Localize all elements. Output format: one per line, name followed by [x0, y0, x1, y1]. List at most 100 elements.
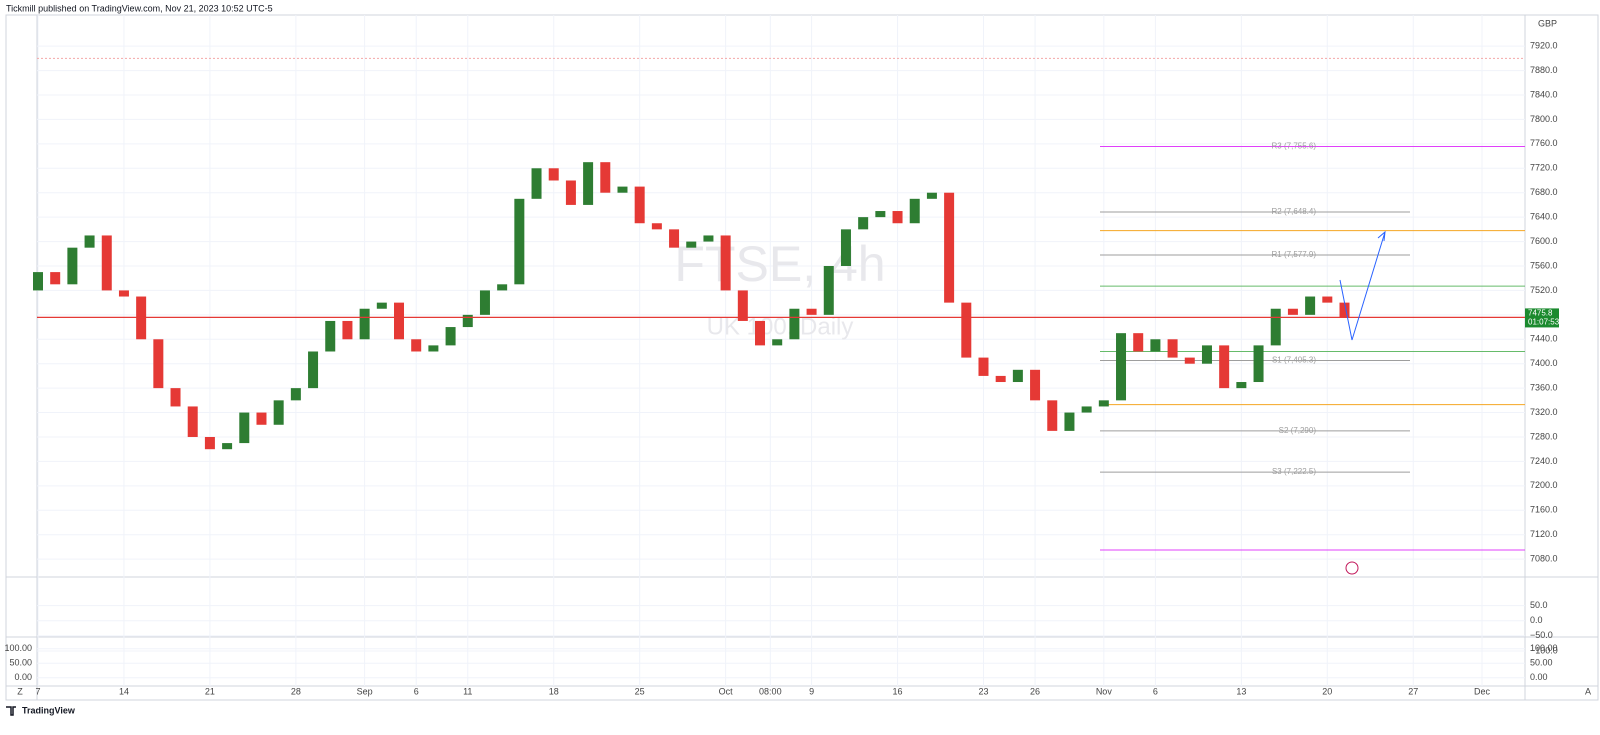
price-countdown: 01:07:53 [1528, 318, 1560, 327]
candle [651, 223, 662, 230]
candle [961, 302, 972, 358]
candle [1322, 296, 1333, 303]
pivot-label: R3 (7,755.6) [1272, 142, 1317, 151]
x-tick-label: 7 [35, 686, 40, 696]
candle [1081, 406, 1092, 413]
candle [428, 345, 439, 352]
pivot-label: S3 (7,222.5) [1272, 467, 1316, 476]
axes: GBP Z A 7 14 21 28 Sep 6 11 18 25 Oct 08:00 9 16 23 26… [4, 18, 1591, 696]
candle [394, 302, 405, 340]
candle [497, 284, 508, 291]
pivot-label: S1 (7,405.3) [1272, 356, 1316, 365]
x-tick-label: 14 [119, 686, 129, 696]
candle [308, 351, 319, 389]
candle [840, 229, 851, 266]
candle [1150, 339, 1161, 352]
y-tick-label: 7240.0 [1530, 456, 1558, 466]
candle [187, 406, 198, 437]
candle [1270, 308, 1281, 346]
candle [411, 339, 422, 352]
candle [101, 235, 112, 291]
candle [1253, 345, 1264, 383]
event-icon [1345, 561, 1359, 575]
candle [118, 290, 129, 297]
y-tick-label: 7720.0 [1530, 163, 1558, 173]
chart-frame [5, 14, 1599, 701]
candle [1201, 345, 1212, 364]
candle [669, 229, 680, 248]
y-tick-label: 7640.0 [1530, 212, 1558, 222]
candle [944, 192, 955, 303]
candle [1064, 412, 1075, 431]
y-tick-label: 0.00 [1530, 672, 1548, 682]
candle [703, 235, 714, 242]
x-tick-label: 25 [635, 686, 645, 696]
x-tick-label: Oct [719, 686, 734, 696]
x-tick-label: 08:00 [759, 686, 782, 696]
candle [720, 235, 731, 291]
x-tick-label: 26 [1030, 686, 1040, 696]
price-label: 7475.8 [1528, 309, 1553, 318]
candle [926, 192, 937, 199]
candle [737, 290, 748, 321]
candle [479, 290, 490, 315]
y-tick-label: 7360.0 [1530, 383, 1558, 393]
projection-arrow [1339, 230, 1386, 341]
price-label-box [1525, 308, 1559, 328]
candle [50, 272, 61, 285]
y-tick-label: 7680.0 [1530, 187, 1558, 197]
y-tick-label: 7320.0 [1530, 407, 1558, 417]
currency-label: GBP [1538, 18, 1557, 28]
candle [1012, 369, 1023, 383]
y-tick-label: 7520.0 [1530, 285, 1558, 295]
candle [858, 217, 869, 230]
x-tick-label: Nov [1096, 686, 1113, 696]
candle [153, 339, 164, 389]
candle [892, 211, 903, 224]
candle [978, 357, 989, 376]
candle [1098, 400, 1109, 407]
candle [531, 168, 542, 199]
candle [565, 180, 576, 205]
candle [1167, 339, 1178, 358]
y-tick-label: 7920.0 [1530, 41, 1558, 51]
y-tick-label: 7800.0 [1530, 114, 1558, 124]
candle [1219, 345, 1230, 389]
axis-button[interactable]: Z [17, 686, 23, 696]
y-tick-label: 7160.0 [1530, 505, 1558, 515]
candle [273, 400, 284, 425]
candle [755, 320, 766, 346]
x-tick-label: 6 [414, 686, 419, 696]
candle [789, 308, 800, 340]
x-tick-label: 27 [1408, 686, 1418, 696]
candle [514, 198, 525, 285]
candle [325, 320, 336, 352]
axis-button[interactable]: A [1585, 686, 1591, 696]
x-tick-label: Sep [357, 686, 373, 696]
candle [376, 302, 387, 309]
y-tick-label: 7280.0 [1530, 431, 1558, 441]
publisher-caption: Tickmill published on TradingView.com, N… [6, 3, 273, 13]
x-tick-label: 16 [893, 686, 903, 696]
x-tick-label: Dec [1474, 686, 1491, 696]
candle [823, 265, 834, 315]
main-pane: FTSE, 4h UK 100, Daily R3 (7,755.6)R2 (7… [33, 57, 1525, 551]
y-tick-label-left: 0.00 [14, 672, 32, 682]
y-tick-label: 7880.0 [1530, 65, 1558, 75]
y-tick-label: 7200.0 [1530, 480, 1558, 490]
y-tick-label: −100.0 [1530, 645, 1558, 655]
y-tick-label-left: 50.00 [9, 658, 32, 668]
candle [1116, 333, 1127, 401]
x-tick-label: 23 [978, 686, 988, 696]
footer-brand: TradingView [22, 705, 76, 715]
x-tick-label: 20 [1322, 686, 1332, 696]
y-tick-label: 7840.0 [1530, 89, 1558, 99]
x-tick-label: 18 [549, 686, 559, 696]
candle [617, 186, 628, 193]
y-tick-label: 7760.0 [1530, 138, 1558, 148]
candle [33, 272, 43, 291]
candle [772, 339, 783, 346]
candle [222, 443, 233, 450]
y-tick-label: −50.0 [1530, 630, 1553, 640]
